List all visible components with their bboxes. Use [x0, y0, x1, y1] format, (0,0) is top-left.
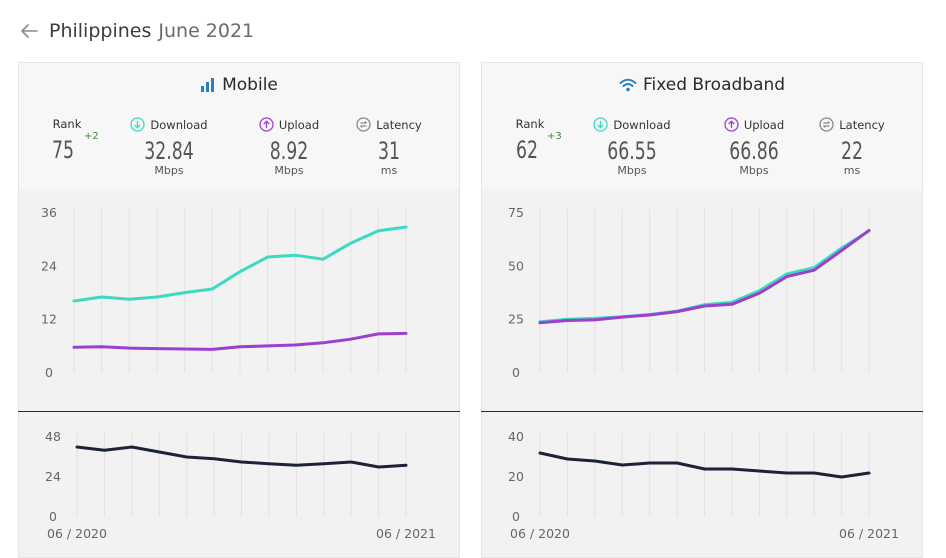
upload-unit: Mbps [739, 164, 769, 177]
chart-divider [481, 411, 923, 412]
fixed-latency-chart: 0 20 40 06 / 2020 06 / 2021 [508, 429, 899, 541]
download-value: 66.55 [607, 137, 657, 165]
y-tick-label: 40 [508, 429, 524, 444]
y-tick-label: 0 [45, 365, 53, 380]
y-tick-label: 24 [41, 258, 57, 273]
upload-value: 66.86 [729, 137, 779, 165]
upload-label: Upload [743, 117, 785, 132]
page-title-country: Philippines [49, 20, 152, 42]
upload-label: Upload [278, 117, 320, 132]
rank-label: Rank [52, 117, 82, 131]
download-circle-icon [593, 117, 609, 132]
fixed-summary: Fixed Broadband Rank 62 +3 Download 66.5… [482, 63, 922, 189]
y-tick-label: 48 [45, 429, 61, 444]
x-tick-label: 06 / 2021 [376, 526, 436, 541]
rank-label: Rank [515, 117, 545, 131]
y-tick-label: 75 [508, 205, 524, 220]
fixed-download: Download 66.55 Mbps [582, 117, 682, 177]
download-label: Download [613, 117, 671, 132]
y-tick-label: 20 [508, 469, 524, 484]
fixed-broadband-card: Fixed Broadband Rank 62 +3 Download 66.5… [481, 62, 923, 558]
download-series-line [72, 225, 408, 303]
fixed-rank: Rank 62 [504, 117, 556, 163]
page-title-date: June 2021 [158, 20, 255, 42]
latency-unit: ms [380, 164, 398, 177]
y-tick-label: 12 [41, 312, 57, 327]
download-unit: Mbps [617, 164, 647, 177]
latency-value: 22 [840, 137, 863, 165]
mobile-latency: Latency 31 ms [349, 117, 429, 177]
rank-value: 75 [51, 136, 74, 164]
y-tick-label: 0 [49, 509, 57, 524]
mobile-latency-chart: 0 24 48 06 / 2020 06 / 2021 [45, 429, 436, 541]
mobile-upload: Upload 8.92 Mbps [241, 117, 337, 177]
y-tick-label: 0 [512, 365, 520, 380]
mobile-card: Mobile Rank 75 +2 Download 32.84 Mbps [18, 62, 460, 558]
upload-series-line [538, 228, 871, 325]
latency-value: 31 [377, 137, 400, 165]
mobile-summary: Mobile Rank 75 +2 Download 32.84 Mbps [19, 63, 459, 189]
download-unit: Mbps [154, 164, 184, 177]
upload-value: 8.92 [269, 137, 309, 165]
download-circle-icon [130, 117, 146, 132]
x-tick-label: 06 / 2020 [510, 526, 570, 541]
download-value: 32.84 [144, 137, 194, 165]
latency-circle-icon [356, 117, 371, 132]
wifi-icon [619, 78, 637, 92]
mobile-rank: Rank 75 [41, 117, 93, 163]
upload-circle-icon [724, 117, 739, 132]
rank-change-badge: +3 [547, 131, 562, 142]
y-tick-label: 24 [45, 469, 61, 484]
download-label: Download [150, 117, 208, 132]
x-tick-label: 06 / 2021 [839, 526, 899, 541]
fixed-latency: Latency 22 ms [812, 117, 892, 177]
chart-divider [18, 411, 460, 412]
mobile-speed-chart: 0 12 24 36 [41, 205, 408, 380]
y-tick-label: 0 [512, 509, 520, 524]
mobile-card-title: Mobile [19, 75, 459, 95]
latency-unit: ms [843, 164, 861, 177]
latency-label: Latency [839, 117, 885, 132]
page-header: Philippines June 2021 [18, 16, 254, 46]
y-tick-label: 36 [41, 205, 57, 220]
mobile-download: Download 32.84 Mbps [119, 117, 219, 177]
rank-value: 62 [515, 136, 538, 164]
mobile-title-text: Mobile [222, 75, 278, 95]
latency-circle-icon [819, 117, 834, 132]
y-tick-label: 25 [508, 312, 524, 327]
upload-series-line [72, 331, 408, 351]
latency-series-line [75, 445, 408, 469]
x-tick-label: 06 / 2020 [47, 526, 107, 541]
rank-change-badge: +2 [84, 131, 99, 142]
upload-circle-icon [259, 117, 274, 132]
latency-series-line [538, 451, 871, 479]
latency-label: Latency [376, 117, 422, 132]
fixed-speed-chart: 0 25 50 75 [508, 205, 871, 380]
signal-bars-icon [201, 78, 215, 92]
fixed-card-title: Fixed Broadband [482, 75, 922, 95]
y-tick-label: 50 [508, 258, 524, 273]
upload-unit: Mbps [274, 164, 304, 177]
fixed-title-text: Fixed Broadband [642, 75, 786, 95]
fixed-upload: Upload 66.86 Mbps [706, 117, 802, 177]
arrow-left-icon[interactable] [18, 20, 40, 42]
